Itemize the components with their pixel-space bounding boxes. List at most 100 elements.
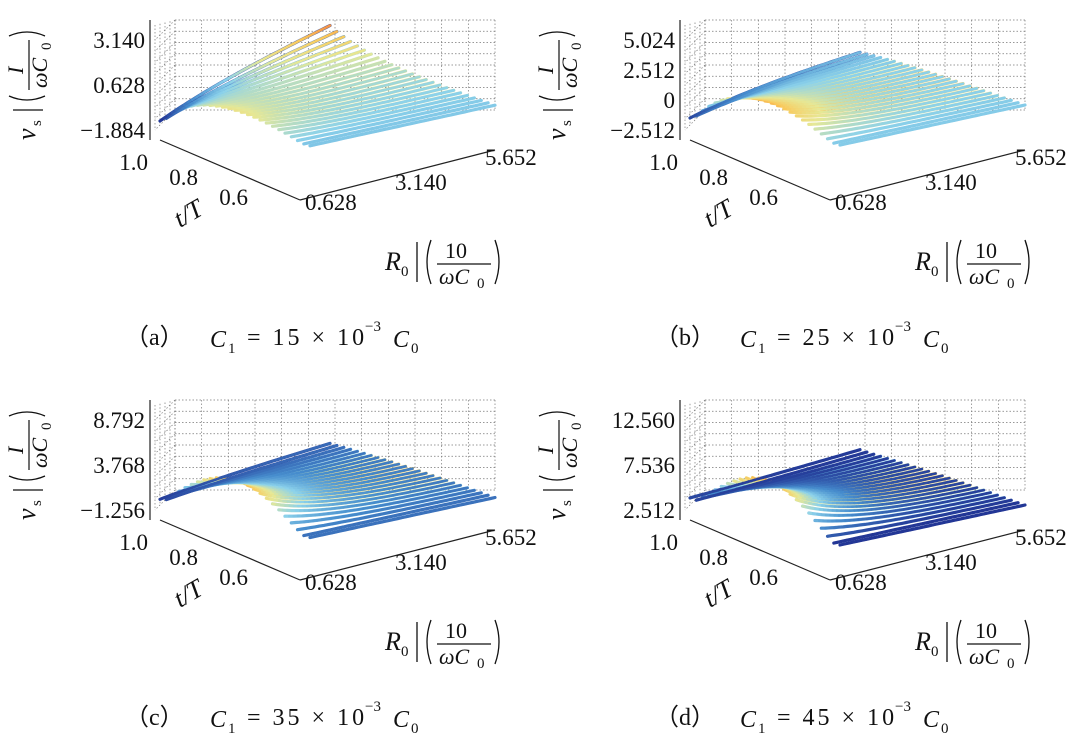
z-axis-unit-num: I [533, 65, 558, 75]
caption-c0: C [393, 707, 411, 733]
t-axis-label: t/T [169, 573, 210, 613]
r0-axis-unit-den: ωC [969, 644, 1000, 669]
r0-tick-label: 3.140 [395, 550, 447, 575]
caption-c1-sub: 1 [758, 721, 766, 737]
surface-segment [950, 79, 958, 84]
z-tick-label: 2.512 [623, 58, 675, 83]
surface-segment [916, 467, 924, 472]
surface-segment [1019, 503, 1027, 508]
surface-segment [964, 84, 972, 89]
surface-segment [386, 63, 394, 68]
r0-axis-var-sub: 0 [931, 644, 939, 660]
surface-segment [978, 89, 986, 93]
r0-axis-unit-den: ωC [439, 644, 470, 669]
surface-segment [489, 103, 497, 108]
surface-segment [930, 73, 937, 77]
r0-paren-right [1024, 619, 1030, 665]
surface-segment [441, 86, 449, 90]
surface-segment [936, 474, 944, 478]
grid-line [154, 42, 176, 63]
surface-segment [971, 87, 979, 91]
surface-segment [468, 96, 476, 101]
surface-segment [868, 54, 876, 59]
caption-exp: −3 [365, 699, 381, 715]
caption-c1: C [210, 707, 228, 733]
surface-segment [1012, 101, 1020, 105]
grid-line [684, 433, 706, 454]
caption-eq: = 45 × 10 [777, 705, 897, 731]
caption-c0-sub: 0 [411, 341, 419, 357]
surface-segment [868, 452, 876, 457]
r0-tick-label: 0.628 [835, 190, 887, 215]
t-tick-label: 0.8 [169, 545, 198, 570]
surface-segment [427, 474, 435, 478]
r0-tick-label: 3.140 [925, 550, 977, 575]
surface-segment [434, 83, 442, 88]
z-axis-var-sub: s [559, 500, 575, 506]
z-paren-right [538, 31, 576, 37]
caption-c1: C [210, 327, 228, 353]
t-tick-label: 1.0 [119, 150, 148, 175]
surface-segment [372, 56, 380, 61]
surface-segment [338, 446, 346, 450]
z-axis-unit-num: I [3, 445, 28, 455]
t-tick-label: 0.6 [749, 565, 778, 590]
z-paren-left [8, 475, 46, 481]
t-axis-label: t/T [699, 193, 740, 233]
surface-segment [923, 469, 931, 474]
surface-segment [943, 77, 951, 82]
r0-tick-label: 0.628 [305, 570, 357, 595]
grid-box [154, 399, 496, 511]
caption-label: （b） [655, 325, 715, 351]
surface-segment [895, 461, 903, 465]
t-tick-label: 0.6 [219, 185, 248, 210]
r0-paren-right [494, 619, 500, 665]
caption-c0: C [923, 707, 941, 733]
caption-exp: −3 [365, 319, 381, 335]
z-tick-label: 12.560 [612, 408, 675, 433]
surface-segment [978, 488, 986, 493]
r0-axis-var-sub: 0 [401, 644, 409, 660]
r0-axis-line [829, 149, 1026, 201]
surface-segment [882, 457, 889, 461]
caption-c1: C [740, 707, 758, 733]
z-axis-unit-den-sub: 0 [569, 43, 585, 51]
r0-paren-right [1024, 239, 1030, 285]
t-axis-line [159, 519, 301, 581]
surface-segment [984, 91, 992, 96]
surface-segment [902, 463, 910, 467]
r0-tick-label: 0.628 [305, 190, 357, 215]
z-tick-label: −1.256 [80, 498, 145, 523]
t-tick-label: 0.6 [749, 185, 778, 210]
caption-c0: C [923, 327, 941, 353]
surface-segment [998, 96, 1006, 101]
surface-segment [331, 444, 339, 448]
r0-axis-line [299, 529, 496, 581]
grid-line [154, 53, 176, 74]
surface [688, 448, 1027, 547]
surface-segment [902, 64, 910, 68]
z-tick-label: −1.884 [80, 118, 145, 143]
surface [158, 441, 497, 540]
surface-segment [909, 66, 917, 70]
caption-label: （d） [655, 705, 715, 731]
surface-segment [888, 459, 896, 463]
surface-segment [964, 483, 972, 488]
surface-segment [950, 479, 958, 483]
r0-axis-var: R [384, 627, 401, 656]
surface-segment [393, 66, 401, 71]
t-tick-label: 1.0 [649, 150, 678, 175]
surface [158, 23, 497, 148]
surface-segment [324, 24, 332, 29]
surface-segment [400, 465, 407, 469]
caption-eq: = 35 × 10 [247, 705, 367, 731]
r0-axis-unit-den-sub: 0 [1007, 276, 1015, 292]
z-axis-var: v [12, 508, 41, 520]
caption-eq: = 15 × 10 [247, 325, 367, 351]
z-tick-label: 3.140 [93, 28, 145, 53]
grid-line [154, 433, 176, 454]
surface-segment [854, 448, 862, 453]
z-tick-label: 0.628 [93, 73, 145, 98]
